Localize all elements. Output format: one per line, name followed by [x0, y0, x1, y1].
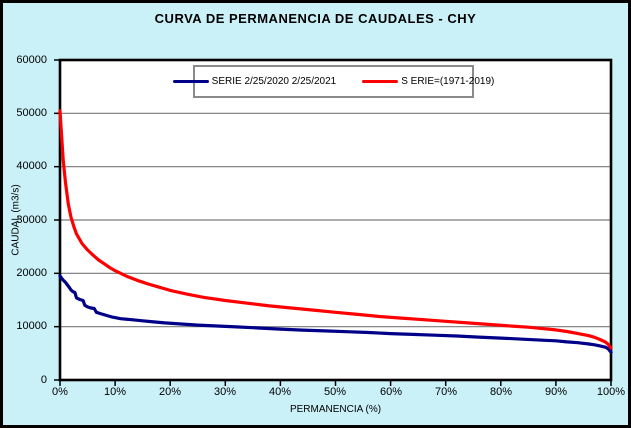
y-tick-label: 50000	[16, 107, 47, 119]
series-blue-line-swatch	[172, 80, 209, 83]
x-tick-label: 50%	[323, 386, 347, 398]
x-tick-label: 30%	[213, 386, 237, 398]
x-tick-label: 90%	[544, 386, 568, 398]
plot-canvas	[54, 58, 613, 386]
series-line-0	[58, 274, 613, 354]
x-axis-title: PERMANENCIA (%)	[289, 404, 382, 415]
chart-title: CURVA DE PERMANENCIA DE CAUDALES - CHY	[154, 11, 477, 26]
y-tick-label: 30000	[16, 214, 47, 226]
legend: SERIE 2/25/2020 2/25/2021 S ERIE=(1971-2…	[172, 65, 494, 98]
x-tick-label: 70%	[434, 386, 458, 398]
legend-label: S ERIE=(1971-2019)	[401, 76, 495, 87]
series-red-line-swatch	[362, 80, 399, 83]
legend-entry-serie-1971-2019: S ERIE=(1971-2019)	[362, 76, 494, 87]
series-line-1	[58, 109, 613, 350]
x-tick-label: 40%	[268, 386, 292, 398]
x-tick-label: 60%	[379, 386, 403, 398]
y-tick-label: 40000	[16, 160, 47, 172]
y-tick-label: 0	[40, 374, 47, 386]
y-tick-label: 10000	[16, 320, 47, 332]
y-tick-label: 20000	[16, 267, 47, 279]
legend-entry-serie-2020-2021: SERIE 2/25/2020 2/25/2021	[172, 76, 337, 87]
x-tick-label: 10%	[103, 386, 127, 398]
y-tick-label: 60000	[16, 54, 47, 66]
x-tick-label: 100%	[596, 386, 626, 398]
x-tick-label: 80%	[489, 386, 513, 398]
x-tick-label: 20%	[158, 386, 182, 398]
legend-label: SERIE 2/25/2020 2/25/2021	[211, 76, 337, 87]
x-tick-label: 0%	[52, 386, 68, 398]
